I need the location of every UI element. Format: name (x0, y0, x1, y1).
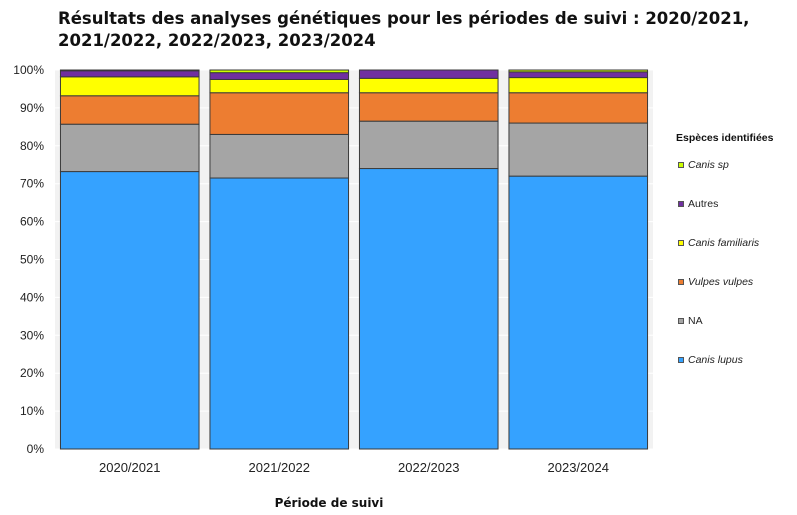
legend-label: Vulpes vulpes (688, 276, 754, 288)
y-tick-label: 70% (20, 177, 44, 191)
y-tick-label: 100% (13, 63, 44, 77)
y-tick-label: 60% (20, 215, 44, 229)
y-tick-label: 40% (20, 290, 44, 304)
legend-item: Vulpes vulpes (676, 276, 797, 290)
legend-swatch (678, 318, 684, 324)
x-tick-label: 2023/2024 (548, 460, 609, 475)
legend-label: Autres (688, 198, 719, 210)
y-tick-label: 90% (20, 101, 44, 115)
bar-segment (508, 175, 649, 450)
bar-segment (59, 69, 200, 72)
legend-label: Canis lupus (688, 354, 743, 366)
bar-segment (209, 92, 350, 135)
bar-segment (358, 69, 499, 79)
chart-title-line-2: 2021/2022, 2022/2023, 2023/2024 (58, 31, 376, 50)
legend-item: Autres (676, 198, 797, 212)
legend: Espèces identifiées Canis sp Autres Canis … (676, 132, 797, 393)
bar-segment (209, 72, 350, 80)
y-tick-label: 20% (20, 366, 44, 380)
legend-item: Canis familiaris (676, 237, 797, 251)
y-tick-label: 30% (20, 328, 44, 342)
x-tick-label: 2020/2021 (99, 460, 160, 475)
legend-item: Canis sp (676, 159, 797, 173)
legend-swatch (678, 240, 684, 246)
bar-segment (508, 77, 649, 94)
bar-segment (59, 70, 200, 78)
bar-segment (59, 123, 200, 173)
y-tick-label: 50% (20, 253, 44, 267)
chart-title-line-1: Résultats des analyses génétiques pour l… (58, 9, 750, 28)
y-tick-label: 0% (27, 442, 45, 456)
legend-item: NA (676, 315, 797, 329)
legend-label: Canis sp (688, 159, 729, 171)
bar-segment (59, 76, 200, 97)
bar-segment (209, 69, 350, 74)
bar-segment (358, 77, 499, 94)
bar-segment (508, 122, 649, 177)
bar-segment (358, 168, 499, 450)
bar-segment (358, 92, 499, 122)
chart-title: Résultats des analyses génétiques pour l… (58, 8, 758, 52)
legend-title: Espèces identifiées (676, 132, 774, 144)
legend-label: NA (688, 315, 703, 327)
legend-swatch (678, 357, 684, 363)
y-tick-label: 80% (20, 139, 44, 153)
x-tick-label: 2022/2023 (398, 460, 459, 475)
bar-segment (209, 133, 350, 179)
bar-segment (209, 177, 350, 450)
legend-swatch (678, 201, 684, 207)
bar-segment (508, 71, 649, 79)
legend-label: Canis familiaris (688, 237, 760, 249)
legend-swatch (678, 279, 684, 285)
y-tick-label: 10% (20, 404, 44, 418)
bar-segment (59, 171, 200, 450)
x-axis-title: Période de suivi (274, 496, 384, 510)
legend-item: Canis lupus (676, 354, 797, 368)
bar-segment (209, 78, 350, 94)
x-tick-label: 2021/2022 (249, 460, 310, 475)
bar-segment (508, 92, 649, 124)
bar-segment (358, 120, 499, 170)
bar-segment (59, 95, 200, 125)
bar-segment (508, 69, 649, 73)
legend-swatch (678, 162, 684, 168)
